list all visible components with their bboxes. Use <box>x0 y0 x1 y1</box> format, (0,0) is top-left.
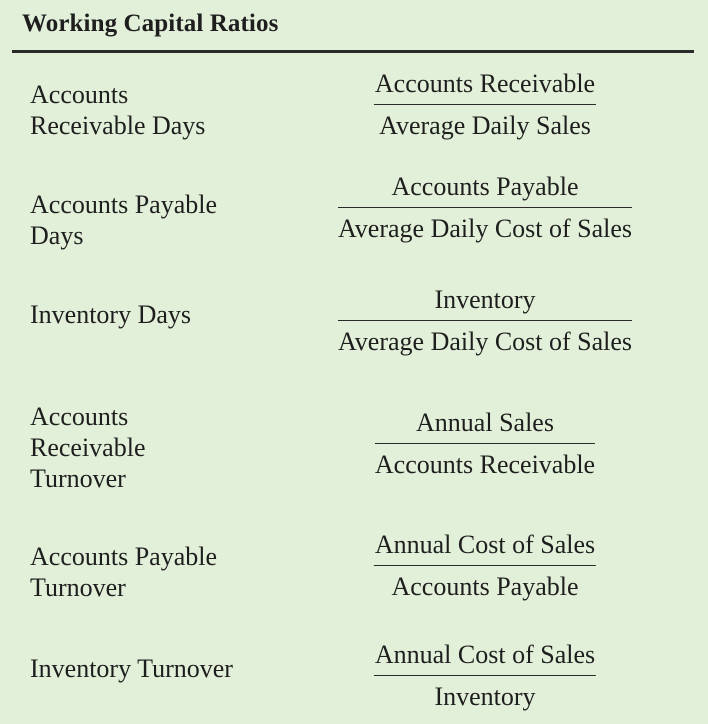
ratio-denominator: Inventory <box>434 682 536 711</box>
ratio-label-line: Inventory Days <box>30 300 192 329</box>
ratio-denominator: Average Daily Cost of Sales <box>337 214 633 243</box>
ratio-label-line: Receivable Days <box>30 111 206 140</box>
ratio-label-line: Receivable <box>30 433 146 462</box>
ratio-numerator: Accounts Receivable <box>373 68 597 105</box>
ratio-numerator: Inventory <box>337 284 633 321</box>
title-divider <box>12 50 694 53</box>
ratio-label-line: Accounts <box>30 80 129 109</box>
ratio-label: Accounts Payable Days <box>30 189 217 251</box>
ratio-numerator: Annual Cost of Sales <box>373 639 597 676</box>
ratio-formula: Inventory Average Daily Cost of Sales <box>337 284 633 358</box>
ratio-formula: Annual Cost of Sales Accounts Payable <box>373 529 597 603</box>
ratio-label-line: Accounts <box>30 402 129 431</box>
ratio-formula: Annual Cost of Sales Inventory <box>373 639 597 713</box>
ratio-label-line: Inventory Turnover <box>30 654 233 683</box>
ratio-label: Accounts Payable Turnover <box>30 541 217 603</box>
ratio-label: Accounts Receivable Days <box>30 79 205 141</box>
ratio-denominator: Accounts Payable <box>391 572 579 601</box>
ratio-label-line: Accounts Payable <box>30 542 218 571</box>
ratio-label-line: Accounts Payable <box>30 190 218 219</box>
ratio-label: Accounts Receivable Turnover <box>30 401 146 494</box>
page-title: Working Capital Ratios <box>22 10 279 37</box>
ratio-denominator: Average Daily Sales <box>379 111 591 140</box>
ratio-denominator: Average Daily Cost of Sales <box>337 327 633 356</box>
ratio-label-line: Days <box>30 221 84 250</box>
ratio-label: Inventory Days <box>30 299 191 330</box>
ratio-label-line: Turnover <box>30 464 126 493</box>
ratio-denominator: Accounts Receivable <box>374 450 596 479</box>
ratio-label-line: Turnover <box>30 573 126 602</box>
ratio-numerator: Annual Sales <box>374 407 596 444</box>
ratio-formula: Annual Sales Accounts Receivable <box>374 407 596 481</box>
ratio-label: Inventory Turnover <box>30 653 233 684</box>
ratio-formula: Accounts Receivable Average Daily Sales <box>373 68 597 142</box>
ratio-numerator: Annual Cost of Sales <box>373 529 597 566</box>
ratio-numerator: Accounts Payable <box>337 171 633 208</box>
ratio-formula: Accounts Payable Average Daily Cost of S… <box>337 171 633 245</box>
